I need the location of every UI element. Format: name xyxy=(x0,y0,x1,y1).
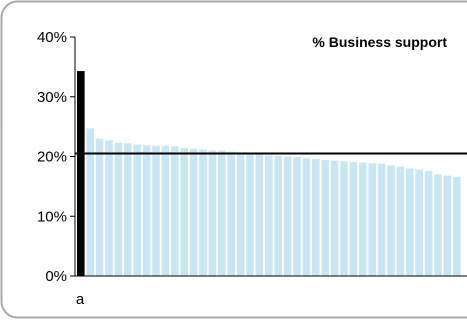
y-tick-label: 20% xyxy=(37,149,67,166)
bar xyxy=(406,168,414,276)
y-tick-label: 0% xyxy=(45,268,67,285)
bar xyxy=(321,160,329,276)
bar xyxy=(171,146,179,276)
bar xyxy=(208,150,217,276)
bar xyxy=(105,140,113,276)
labels-group: 0% 10% 20% 30% 40% xyxy=(37,29,67,285)
bar xyxy=(86,128,94,276)
bar xyxy=(293,157,301,276)
bar xyxy=(387,165,395,276)
bar xyxy=(246,153,254,276)
bar xyxy=(199,149,207,276)
bar xyxy=(349,161,358,276)
axis-group xyxy=(70,36,467,277)
bar xyxy=(368,163,376,276)
bar xyxy=(274,155,282,276)
bar xyxy=(377,163,386,276)
first-category-label: a xyxy=(76,291,85,308)
bar xyxy=(330,160,339,276)
bar xyxy=(133,144,141,276)
bar xyxy=(453,176,461,276)
bar xyxy=(396,166,405,276)
bar xyxy=(142,145,151,276)
y-tick-label: 30% xyxy=(37,89,67,106)
bar xyxy=(218,150,226,276)
bar xyxy=(124,143,132,276)
chart-title: % Business support xyxy=(312,34,447,50)
bar xyxy=(443,175,452,276)
bar xyxy=(152,145,160,276)
bar xyxy=(302,158,311,276)
bars-group xyxy=(77,71,461,276)
bar xyxy=(236,152,245,276)
bar xyxy=(415,169,423,276)
bar xyxy=(312,158,320,276)
y-tick-label: 40% xyxy=(37,29,67,46)
bar xyxy=(161,145,170,276)
bar xyxy=(114,142,123,276)
bar xyxy=(265,155,273,276)
y-tick-label: 10% xyxy=(37,208,67,225)
bar xyxy=(255,154,264,276)
bar xyxy=(95,138,104,276)
bar xyxy=(180,148,188,276)
bar-highlight xyxy=(77,71,85,276)
bar xyxy=(227,151,235,276)
bar xyxy=(434,174,442,276)
bar xyxy=(424,170,433,276)
bar xyxy=(359,162,367,276)
bar xyxy=(283,156,292,276)
bar xyxy=(340,161,348,276)
bar xyxy=(189,148,198,276)
